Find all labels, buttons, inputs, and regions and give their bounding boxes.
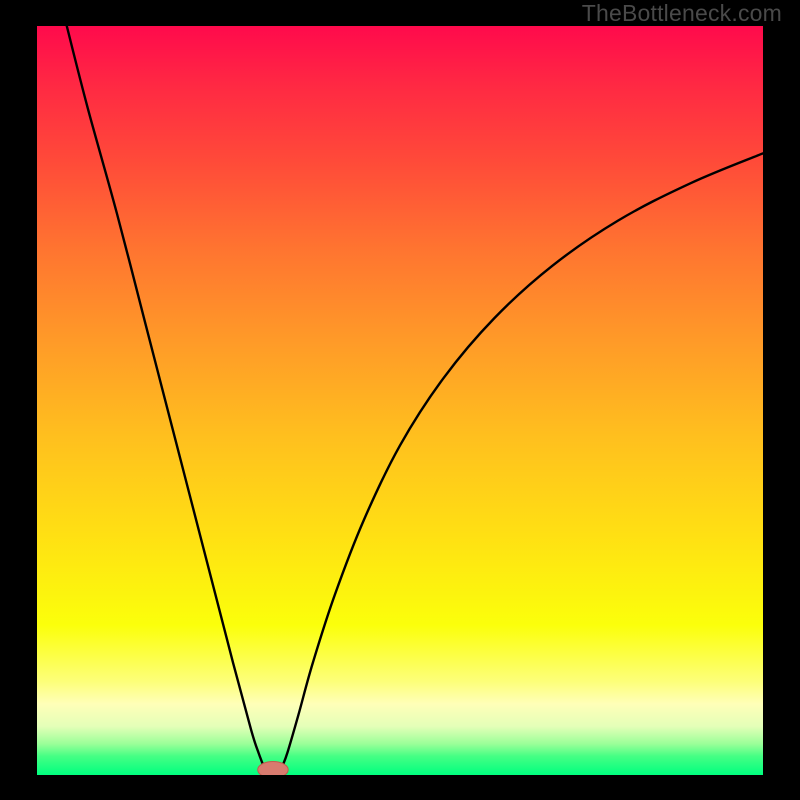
plot-background [37, 26, 763, 775]
chart-container: TheBottleneck.com [0, 0, 800, 800]
bottleneck-chart [0, 0, 800, 800]
bottleneck-marker [258, 762, 288, 778]
